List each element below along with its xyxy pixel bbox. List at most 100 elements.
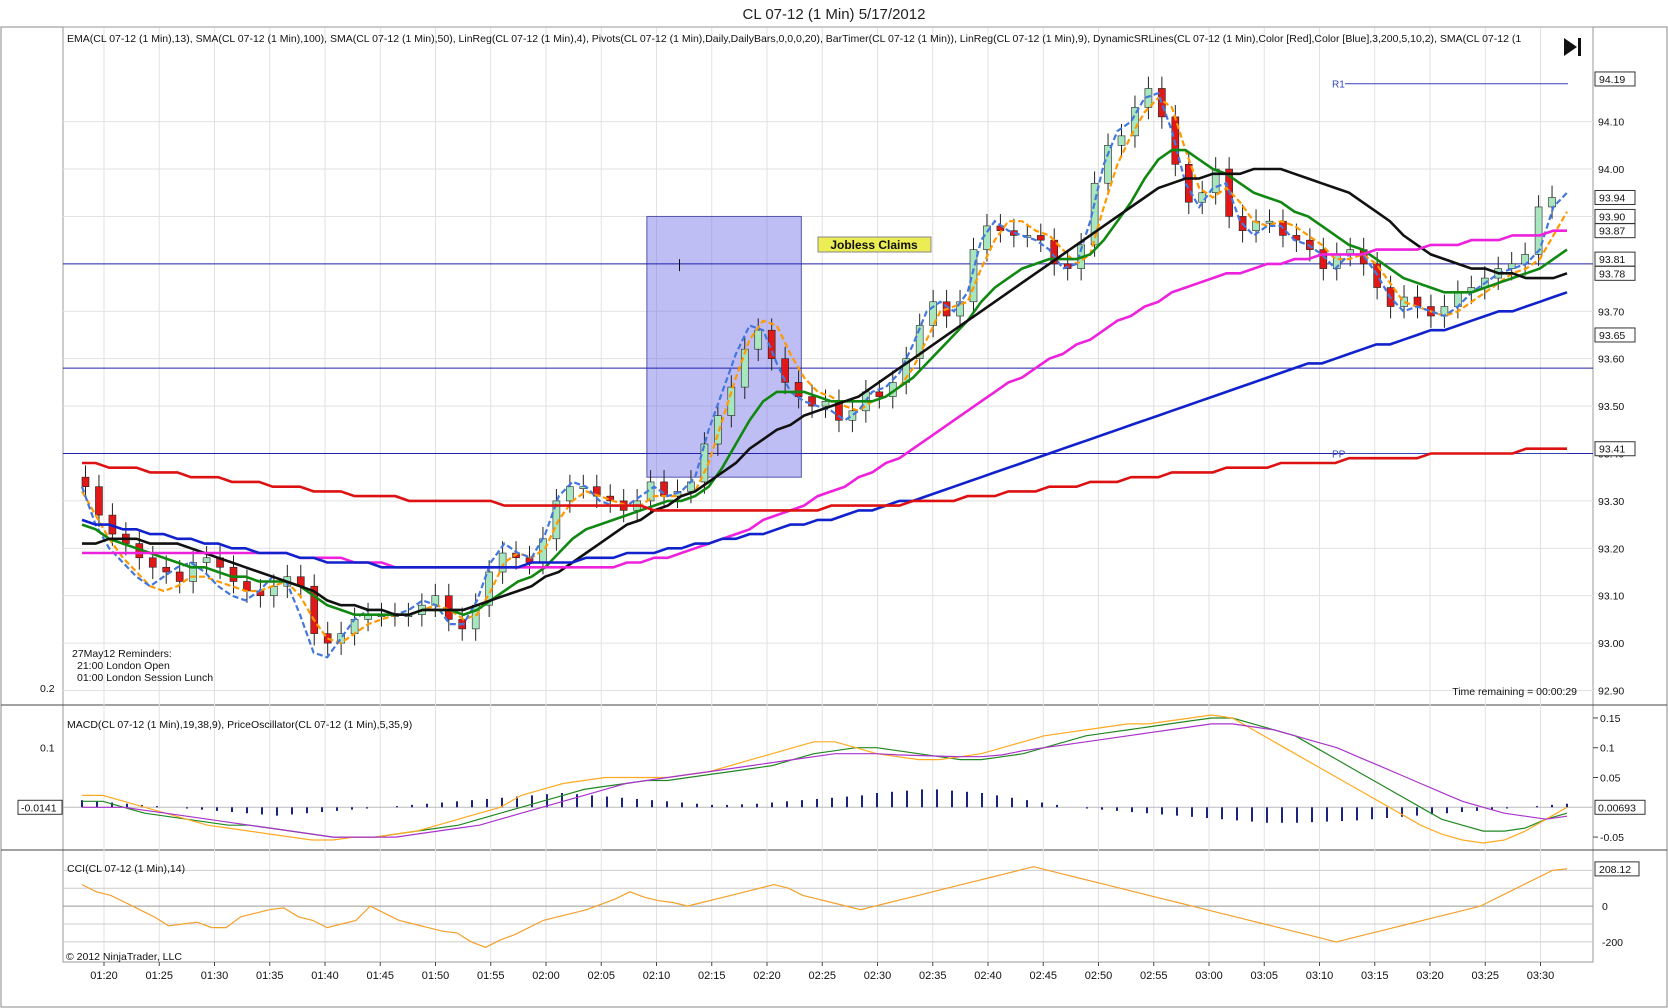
candle-body — [915, 325, 924, 359]
y-tick-label: 93.20 — [1598, 543, 1624, 555]
candle-body — [1104, 145, 1112, 184]
x-tick-label: 01:40 — [311, 970, 339, 982]
candle-body — [969, 249, 978, 303]
macd-left-marker-box — [17, 799, 63, 815]
news-highlight-box — [646, 215, 802, 478]
x-tick-label: 02:00 — [532, 970, 560, 982]
cci-right-tick: 0 — [1602, 901, 1608, 913]
y-tick-label: 93.50 — [1598, 401, 1624, 413]
candle-body — [740, 348, 749, 388]
reminder-header: 27May12 Reminders: — [72, 648, 172, 660]
price-marker-box — [1594, 441, 1636, 457]
macd-right-marker-box — [1594, 799, 1646, 815]
candle-body — [1319, 249, 1328, 269]
price-marker-box — [1594, 265, 1636, 281]
macd-left-tick: 0.1 — [40, 743, 55, 755]
pivot-label: PP — [1332, 449, 1346, 460]
candle-body — [714, 415, 722, 445]
macd-right-marker: 0.00693 — [1598, 802, 1636, 814]
y-tick-label: 93.30 — [1598, 496, 1624, 508]
price-marker-box — [1594, 189, 1636, 205]
x-tick-label: 01:25 — [145, 970, 173, 982]
macd-series-line — [82, 714, 1568, 844]
x-tick-label: 03:15 — [1361, 970, 1389, 982]
series-line — [81, 291, 1568, 569]
macd-label: MACD(CL 07-12 (1 Min),19,38,9), PriceOsc… — [67, 719, 412, 731]
x-tick-label: 02:45 — [1029, 970, 1057, 982]
reminder-item: 01:00 London Session Lunch — [77, 672, 213, 684]
x-tick-label: 02:30 — [864, 970, 892, 982]
annotation-label: Jobless Claims — [830, 238, 918, 252]
macd-right-tick: 0.05 — [1600, 773, 1621, 785]
y-tick-label: 93.10 — [1598, 591, 1624, 603]
price-marker-label: 93.87 — [1599, 226, 1625, 238]
price-marker-box — [1594, 327, 1636, 343]
x-tick-label: 01:30 — [201, 970, 229, 982]
series-line — [81, 148, 1568, 617]
candle-body — [1548, 197, 1556, 208]
x-tick-label: 03:10 — [1306, 970, 1334, 982]
highlight-rect — [646, 215, 802, 478]
price-marker-label: 93.41 — [1599, 444, 1625, 456]
candle-body — [566, 486, 574, 502]
x-tick-label: 03:30 — [1527, 970, 1555, 982]
candle-body — [95, 486, 103, 516]
pivot-label: R1 — [1332, 80, 1345, 91]
price-marker-label: 93.81 — [1599, 254, 1625, 266]
candle-body — [310, 585, 319, 634]
x-tick-label: 02:25 — [808, 970, 836, 982]
x-tick-label: 02:35 — [919, 970, 947, 982]
candle-body — [1144, 88, 1153, 108]
reminder-item: 21:00 London Open — [77, 660, 170, 672]
x-tick-label: 01:45 — [366, 970, 394, 982]
x-tick-label: 01:50 — [422, 970, 450, 982]
x-tick-label: 02:40 — [974, 970, 1002, 982]
price-panel[interactable] — [62, 26, 1594, 706]
macd-left-marker: -0.0141 — [21, 802, 57, 814]
candle-body — [875, 391, 884, 397]
candle-body — [781, 358, 789, 383]
price-marker-label: 93.90 — [1599, 211, 1625, 223]
x-tick-label: 01:55 — [477, 970, 505, 982]
cci-right-tick: -200 — [1602, 937, 1623, 949]
cci-line — [81, 866, 1568, 948]
candle-body — [848, 410, 857, 421]
candle-body — [229, 566, 238, 582]
x-tick-label: 02:10 — [643, 970, 671, 982]
candle-body — [202, 557, 211, 563]
x-axis: 01:20 01:25 01:30 01:35 01:40 01:45 01:50 01:55… — [90, 962, 1554, 982]
skip-to-end-icon[interactable] — [1564, 38, 1581, 56]
copyright: © 2012 NinjaTrader, LLC — [66, 951, 182, 963]
candle-body — [660, 481, 668, 497]
series-line — [82, 447, 1567, 512]
candle-body — [189, 562, 197, 582]
candle-body — [81, 476, 90, 487]
price-markers: 94.19 93.94 93.90 93.87 93.81 93.78 93.65 93.41 — [1594, 71, 1636, 457]
y-tick-label: 93.70 — [1598, 306, 1624, 318]
series-line — [82, 167, 1568, 617]
candle-body — [498, 552, 507, 573]
candle-body — [1400, 296, 1408, 307]
price-marker-box — [1594, 71, 1636, 87]
candle-body — [808, 396, 816, 407]
y-tick-label: 93.60 — [1598, 354, 1624, 366]
candle-body — [1117, 135, 1126, 146]
candle-body — [162, 566, 171, 573]
y-tick-label: 94.00 — [1598, 164, 1624, 176]
x-tick-label: 01:20 — [90, 970, 118, 982]
price-marker-label: 94.19 — [1599, 74, 1625, 86]
x-tick-label: 02:20 — [753, 970, 781, 982]
cci-marker-box — [1594, 861, 1640, 877]
cci-marker: 208.12 — [1599, 864, 1631, 876]
cci-label: CCI(CL 07-12 (1 Min),14) — [67, 863, 185, 875]
candle-body — [175, 571, 184, 582]
macd-series-line — [82, 723, 1568, 838]
price-marker-label: 93.65 — [1599, 330, 1625, 342]
x-tick-label: 03:05 — [1250, 970, 1278, 982]
x-tick-label: 02:05 — [587, 970, 615, 982]
y-tick-label: 92.90 — [1598, 686, 1624, 698]
pivot-lines: R1 PP — [63, 80, 1593, 460]
macd-right-tick: -0.05 — [1600, 832, 1624, 844]
y-tick-label: 93.00 — [1598, 638, 1624, 650]
